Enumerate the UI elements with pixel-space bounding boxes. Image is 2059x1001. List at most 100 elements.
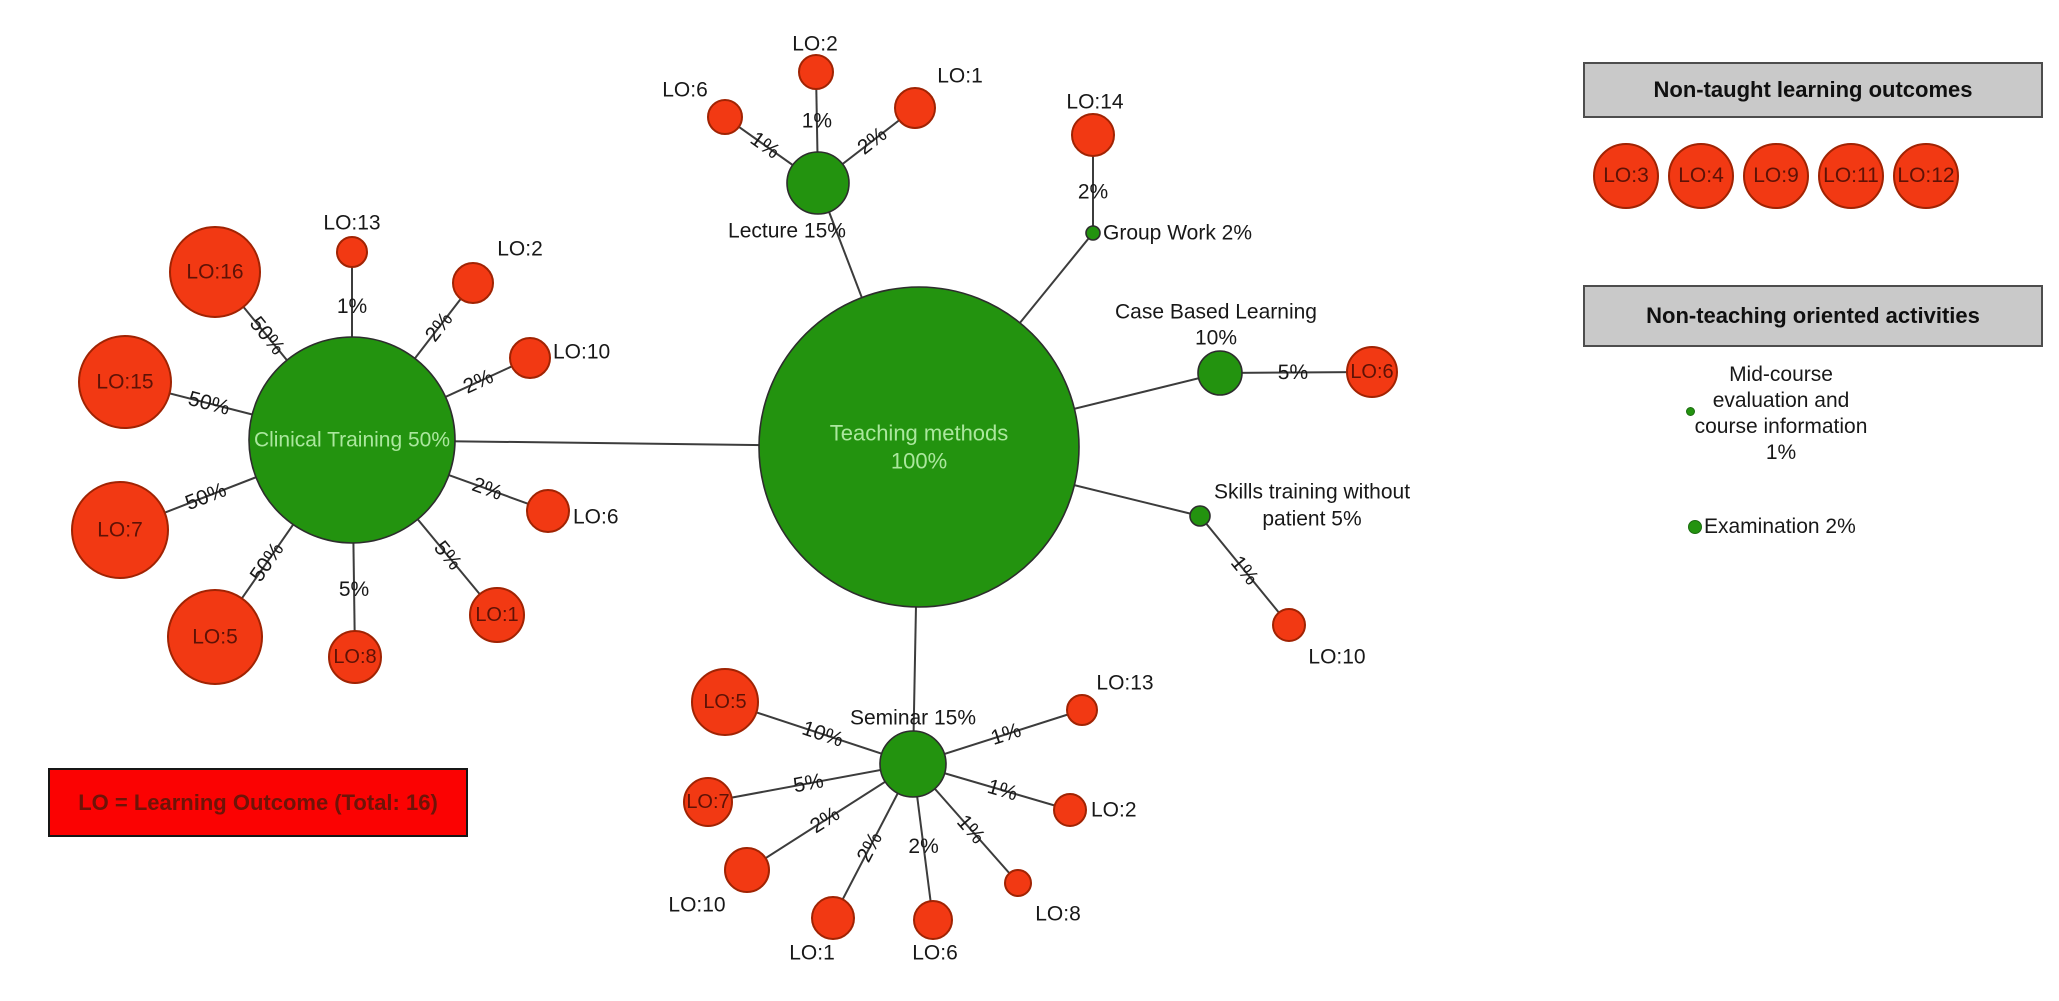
- node-clinical-training-lo-2: [452, 262, 494, 304]
- label-seminar-lo-5: LO:5: [703, 691, 746, 713]
- pct-clinical-training-lo-5: 50%: [246, 538, 289, 586]
- pct-clinical-training-lo-2: 2%: [421, 308, 458, 346]
- label-clinical-training-lo-7: LO:7: [97, 519, 143, 542]
- examination-dot-icon: [1688, 520, 1702, 534]
- pct-seminar-lo-6: 2%: [908, 835, 938, 858]
- label-clinical-training-lo-15: LO:15: [96, 371, 153, 394]
- legend-lo-circle-lo-12: LO:12: [1893, 143, 1959, 209]
- node-lecture: [786, 151, 850, 215]
- node-clinical-training-lo-16: [169, 226, 261, 318]
- legend-lo-circle-label: LO:4: [1678, 164, 1724, 187]
- label-clinical-training-lo-5: LO:5: [192, 626, 238, 649]
- label-lecture-lo-6: LO:6: [662, 79, 708, 102]
- pct-seminar-lo-8: 1%: [952, 810, 989, 848]
- mid-course-line-4: 1%: [1765, 441, 1797, 464]
- node-lecture-lo-2: [798, 54, 834, 90]
- mid-course-line-3: course information: [1694, 415, 1868, 438]
- node-case-based-learning-lo-6: [1346, 346, 1398, 398]
- mid-course-label: Mid-course evaluation and course informa…: [1650, 362, 1912, 466]
- pct-clinical-training-lo-6: 2%: [469, 473, 505, 505]
- legend-lo-circle-label: LO:12: [1897, 164, 1955, 187]
- label-clinical-training: Clinical Training 50%: [254, 429, 450, 452]
- legend-lo-circle-lo-11: LO:11: [1818, 143, 1884, 209]
- label-seminar-lo-1: LO:1: [789, 942, 835, 965]
- label-case-based-learning-line-2: 10%: [1195, 327, 1237, 350]
- label-lecture-line-1: Lecture 15%: [728, 220, 846, 243]
- mid-course-line-2: evaluation and: [1712, 389, 1850, 412]
- legend-lo-circle-lo-4: LO:4: [1668, 143, 1734, 209]
- pct-skills-training-without-patient-lo-10: 1%: [1226, 551, 1263, 589]
- label-group-work-line-1: Group Work 2%: [1103, 222, 1252, 245]
- label-seminar-lo-10: LO:10: [668, 894, 725, 917]
- non-teaching-legend-title-box: Non-teaching oriented activities: [1583, 285, 2043, 347]
- label-seminar-line-1: Seminar 15%: [850, 707, 976, 730]
- node-clinical-training-lo-6: [526, 489, 570, 533]
- non-taught-lo-circles: LO:3 LO:4 LO:9 LO:11 LO:12: [1593, 143, 1959, 209]
- label-clinical-training-lo-10: LO:10: [553, 341, 610, 364]
- label-seminar-lo-2: LO:2: [1091, 799, 1137, 822]
- pct-clinical-training-lo-13: 1%: [337, 295, 367, 318]
- pct-clinical-training-lo-1: 5%: [429, 536, 466, 574]
- node-seminar-lo-13: [1066, 694, 1098, 726]
- pct-seminar-lo-1: 2%: [853, 828, 887, 866]
- legend-lo-circle-label: LO:11: [1823, 164, 1879, 187]
- pct-seminar-lo-5: 10%: [799, 717, 846, 752]
- pct-clinical-training-lo-7: 50%: [182, 478, 230, 515]
- label-skills-training-without-patient-line-2: patient 5%: [1262, 508, 1361, 531]
- pct-lecture-lo-2: 1%: [802, 109, 832, 132]
- label-seminar-lo-7: LO:7: [686, 791, 729, 813]
- label-skills-training-without-patient-lo-10: LO:10: [1308, 646, 1365, 669]
- labels-layer: Teaching methods 100% Clinical Training 50…: [96, 33, 1410, 965]
- pct-seminar-lo-10: 2%: [806, 802, 844, 838]
- label-clinical-training-lo-13: LO:13: [323, 212, 380, 235]
- non-taught-legend-title-box: Non-taught learning outcomes: [1583, 62, 2043, 118]
- label-teaching-methods-line-2: 100%: [891, 449, 947, 474]
- legend-lo-circle-label: LO:9: [1753, 164, 1799, 187]
- mid-course-dot-icon: [1686, 407, 1695, 416]
- label-clinical-training-lo-2: LO:2: [497, 238, 543, 261]
- node-clinical-training-lo-10: [509, 337, 551, 379]
- label-clinical-training-lo-16: LO:16: [186, 261, 243, 284]
- node-seminar-lo-2: [1053, 793, 1087, 827]
- non-teaching-legend-title: Non-teaching oriented activities: [1646, 303, 1980, 328]
- label-clinical-training-lo-6: LO:6: [573, 506, 619, 529]
- pct-case-based-learning-lo-6: 5%: [1278, 361, 1309, 384]
- mid-course-line-1: Mid-course: [1729, 363, 1833, 386]
- node-lecture-lo-1: [894, 87, 936, 129]
- node-clinical-training: [248, 336, 456, 544]
- node-clinical-training-lo-15: [78, 335, 172, 429]
- label-group-work-lo-14: LO:14: [1066, 91, 1124, 114]
- pct-clinical-training-lo-16: 50%: [245, 312, 289, 359]
- pct-seminar-lo-13: 1%: [988, 719, 1024, 750]
- node-teaching-methods: [758, 286, 1080, 608]
- node-skills-training-without-patient-lo-10: [1272, 608, 1306, 642]
- pct-clinical-training-lo-15: 50%: [186, 387, 232, 420]
- label-lecture-lo-1: LO:1: [937, 65, 983, 88]
- node-clinical-training-lo-1: [469, 587, 525, 643]
- edge-skills-training-without-patient-lo-10: [1199, 515, 1290, 626]
- label-seminar-lo-13: LO:13: [1096, 672, 1153, 695]
- pct-seminar-lo-2: 1%: [985, 775, 1021, 806]
- label-clinical-training-lo-8: LO:8: [333, 646, 376, 668]
- node-clinical-training-lo-13: [336, 236, 368, 268]
- node-group-work-lo-14: [1071, 113, 1115, 157]
- node-seminar-lo-7: [683, 777, 733, 827]
- label-lecture-lo-2: LO:2: [792, 33, 838, 56]
- node-skills-training-without-patient: [1189, 505, 1211, 527]
- label-clinical-training-lo-1: LO:1: [475, 604, 518, 626]
- label-skills-training-without-patient-line-1: Skills training without: [1214, 481, 1410, 504]
- examination-label: Examination 2%: [1704, 515, 1856, 538]
- node-clinical-training-lo-5: [167, 589, 263, 685]
- label-case-based-learning-lo-6: LO:6: [1350, 361, 1393, 383]
- pct-clinical-training-lo-8: 5%: [339, 578, 369, 601]
- pct-group-work-lo-14: 2%: [1078, 180, 1108, 203]
- legend-lo-circle-lo-3: LO:3: [1593, 143, 1659, 209]
- pct-clinical-training-lo-10: 2%: [460, 365, 497, 399]
- pct-lecture-lo-6: 1%: [746, 127, 784, 163]
- node-clinical-training-lo-8: [328, 630, 382, 684]
- label-case-based-learning-line-1: Case Based Learning: [1115, 301, 1317, 324]
- legend-lo-circle-label: LO:3: [1603, 164, 1649, 187]
- node-seminar-lo-8: [1004, 869, 1032, 897]
